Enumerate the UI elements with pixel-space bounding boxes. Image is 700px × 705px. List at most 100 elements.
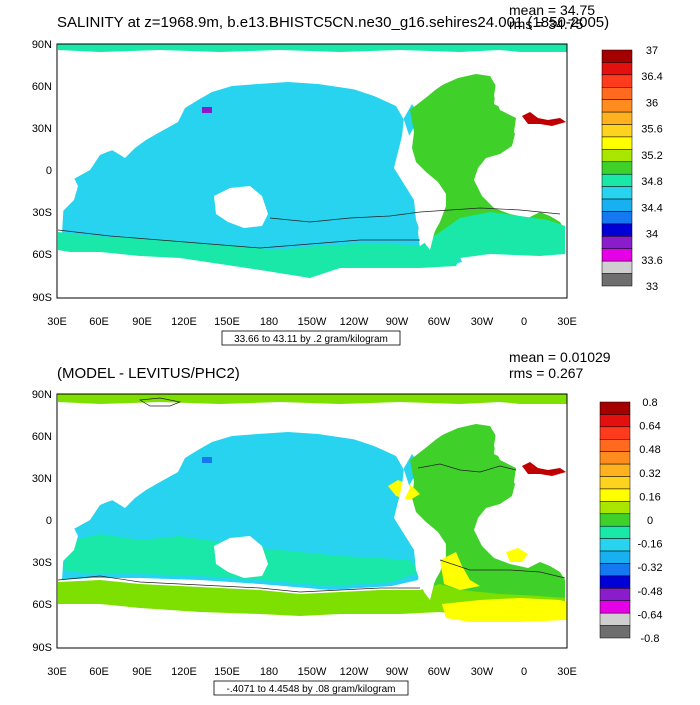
- land-americas: [342, 412, 450, 600]
- colorbar-swatch: [601, 161, 633, 175]
- land-africa: [58, 510, 78, 564]
- lon-tick-label: 30E: [47, 666, 67, 678]
- positive-anomaly-patch: [442, 598, 567, 622]
- info-box: -.4071 to 4.4548 by .08 gram/kilogram: [213, 680, 409, 696]
- colorbar-swatch: [599, 451, 631, 465]
- lat-tick-label: 60N: [32, 81, 52, 93]
- colorbar-swatch: [601, 248, 633, 262]
- lon-tick-label: 0: [521, 666, 527, 678]
- lat-tick-label: 30N: [32, 123, 52, 135]
- map-area: [56, 43, 568, 299]
- lon-tick-label: 90W: [386, 666, 409, 678]
- colorbar-swatch: [601, 198, 633, 212]
- colorbar-swatch: [601, 186, 633, 200]
- colorbar-swatch: [599, 525, 631, 539]
- colorbar-swatch: [599, 488, 631, 502]
- lat-tick-label: 90S: [32, 642, 52, 654]
- pacific-indian-ocean: [62, 82, 462, 278]
- colorbar-swatch: [599, 401, 631, 415]
- colorbar-swatch: [601, 124, 633, 138]
- colorbar-label: -0.16: [637, 539, 662, 551]
- lon-tick-label: 120W: [340, 316, 369, 328]
- lon-tick-label: 0: [521, 316, 527, 328]
- arctic-ocean: [58, 394, 567, 404]
- colorbar-swatch: [599, 550, 631, 564]
- rms-value: rms = 0.267: [509, 365, 584, 381]
- lat-tick-label: 60N: [32, 431, 52, 443]
- colorbar-label: 34: [646, 229, 658, 241]
- lon-tick-label: 150E: [214, 316, 240, 328]
- land-antarctica: [58, 264, 567, 298]
- colorbar-swatch: [601, 236, 633, 249]
- lat-tick-label: 90N: [32, 389, 52, 401]
- contour-line: [57, 229, 420, 249]
- colorbar-swatch: [599, 538, 631, 552]
- southern-ocean: [58, 212, 565, 278]
- lon-tick-label: 180: [260, 316, 278, 328]
- positive-anomaly-patch: [506, 548, 528, 562]
- land-asia: [58, 62, 248, 168]
- lon-tick-label: 150W: [298, 316, 327, 328]
- lon-tick-label: 150E: [214, 666, 240, 678]
- colorbar-swatch: [599, 588, 631, 601]
- colorbar-swatch: [601, 74, 633, 88]
- colorbar-swatch: [599, 513, 631, 527]
- low-anomaly-patch: [202, 457, 212, 463]
- lon-tick-label: 60W: [428, 666, 451, 678]
- lon-tick-label: 30E: [557, 316, 577, 328]
- lon-tick-label: 90E: [132, 316, 152, 328]
- colorbar-swatch: [599, 463, 631, 477]
- colorbar-label: -0.48: [637, 586, 662, 598]
- lat-tick-label: 0: [46, 515, 52, 527]
- lon-tick-label: 120E: [171, 316, 197, 328]
- colorbar-swatch: [601, 62, 633, 76]
- colorbar-swatch: [601, 136, 633, 150]
- colorbar-label: 34.8: [641, 176, 662, 188]
- contour-line: [57, 575, 420, 593]
- colorbar-label: 0.8: [642, 397, 657, 409]
- colorbar-salinity: 37 36.4 36 35.6 35.2 34.8 34.4 34 33.6 33: [601, 45, 663, 293]
- map-area: [56, 393, 568, 649]
- colorbar-label: -0.8: [641, 633, 660, 645]
- lon-tick-label: 120W: [340, 666, 369, 678]
- lat-tick-label: 0: [46, 165, 52, 177]
- atlantic-ocean: [410, 74, 565, 252]
- colorbar-swatch: [601, 223, 633, 237]
- panel-difference: (MODEL - LEVITUS/PHC2) mean = 0.01029 rm…: [32, 349, 663, 696]
- colorbar-label: -0.64: [637, 609, 662, 621]
- land-antarctica: [58, 620, 567, 648]
- colorbar-label: 0.16: [639, 491, 660, 503]
- mean-value: mean = 34.75: [509, 2, 595, 18]
- colorbar-swatch: [599, 426, 631, 440]
- colorbar-swatch: [601, 99, 633, 113]
- lat-tick-label: 90N: [32, 39, 52, 51]
- lat-tick-label: 30N: [32, 473, 52, 485]
- lon-tick-label: 30W: [471, 666, 494, 678]
- land-north-africa-europe: [494, 78, 567, 186]
- colorbar-label: 35.2: [641, 150, 662, 162]
- contour-line: [138, 397, 182, 407]
- land-africa: [58, 160, 78, 214]
- colorbar-label: 35.6: [641, 124, 662, 136]
- land-americas: [342, 62, 450, 250]
- colorbar-swatch: [601, 260, 633, 274]
- lon-axis: 30E 60E 90E 120E 150E 180 150W 120W 90W …: [47, 666, 577, 678]
- colorbar-label: 36: [646, 97, 658, 109]
- mean-value: mean = 0.01029: [509, 349, 611, 365]
- lon-tick-label: 180: [260, 666, 278, 678]
- colorbar-label: 34.4: [641, 202, 662, 214]
- colorbar-label: 0.32: [639, 468, 660, 480]
- colorbar-swatch: [599, 439, 631, 452]
- lon-tick-label: 90E: [132, 666, 152, 678]
- lon-tick-label: 30W: [471, 316, 494, 328]
- panel-title: SALINITY at z=1968.9m, b.e13.BHISTC5CN.n…: [57, 14, 609, 31]
- lat-tick-label: 30S: [32, 557, 52, 569]
- colorbar-swatch: [599, 501, 631, 515]
- colorbar-label: 33.6: [641, 255, 662, 267]
- contour-line: [417, 463, 517, 473]
- colorbar-label: 0.48: [639, 444, 660, 456]
- lon-tick-label: 60E: [89, 666, 109, 678]
- mediterranean-high: [522, 112, 566, 126]
